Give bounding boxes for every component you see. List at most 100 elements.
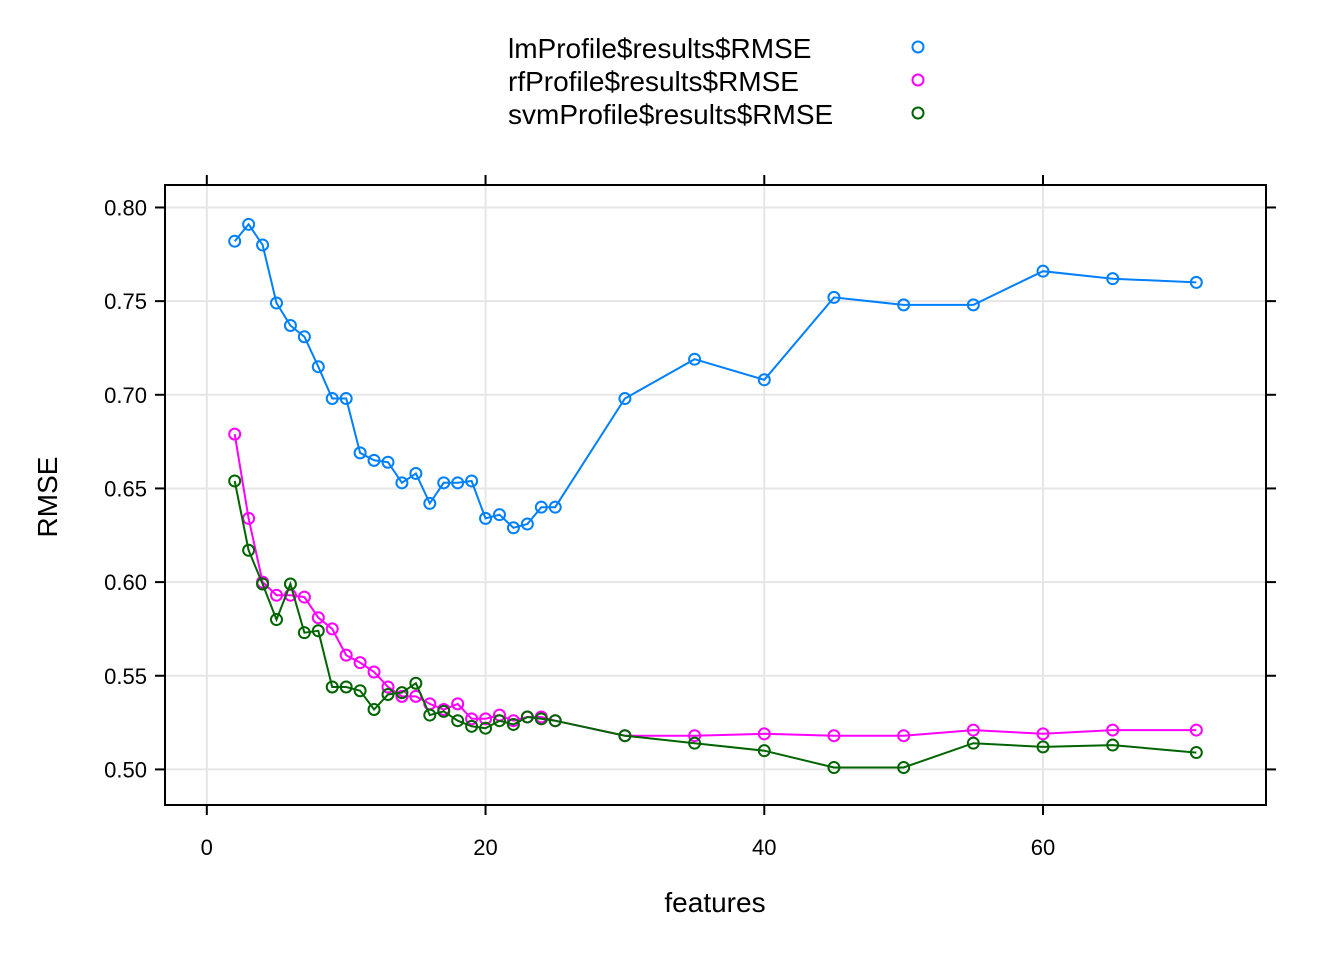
- data-point: [269, 613, 283, 627]
- data-point: [451, 714, 465, 728]
- data-point: [966, 723, 980, 737]
- data-point: [479, 511, 493, 525]
- data-point: [757, 727, 771, 741]
- data-point: [269, 296, 283, 310]
- data-point: [228, 474, 242, 488]
- data-point: [311, 360, 325, 374]
- data-point: [688, 729, 702, 743]
- data-point: [325, 392, 339, 406]
- data-point: [367, 453, 381, 467]
- data-point: [1189, 723, 1203, 737]
- y-tick-label: 0.80: [104, 195, 147, 220]
- legend-marker-1: [911, 40, 925, 54]
- data-point: [1106, 723, 1120, 737]
- data-point: [256, 238, 270, 252]
- x-tick-label: 60: [1031, 835, 1055, 860]
- x-axis-label: features: [664, 887, 765, 918]
- data-point: [353, 446, 367, 460]
- data-point: [283, 318, 297, 332]
- y-tick-label: 0.55: [104, 664, 147, 689]
- y-tick-label: 0.75: [104, 289, 147, 314]
- data-point: [966, 298, 980, 312]
- data-point: [1189, 275, 1203, 289]
- x-tick-label: 0: [201, 835, 213, 860]
- data-point: [688, 736, 702, 750]
- y-axis-label: RMSE: [32, 457, 63, 538]
- data-point: [242, 543, 256, 557]
- grid: [165, 185, 1266, 805]
- data-point: [897, 761, 911, 775]
- series-group: [228, 217, 1203, 775]
- data-point: [381, 680, 395, 694]
- data-point: [242, 217, 256, 231]
- data-point: [409, 676, 423, 690]
- data-point: [1036, 740, 1050, 754]
- data-point: [256, 577, 270, 591]
- legend: lmProfile$results$RMSErfProfile$results$…: [508, 33, 925, 130]
- data-point: [520, 517, 534, 531]
- data-point: [353, 656, 367, 670]
- data-point: [311, 624, 325, 638]
- y-tick-label: 0.70: [104, 383, 147, 408]
- series-line-2: [233, 433, 1197, 737]
- data-point: [367, 665, 381, 679]
- data-point: [618, 392, 632, 406]
- data-point: [409, 466, 423, 480]
- data-point: [297, 590, 311, 604]
- data-point: [353, 684, 367, 698]
- data-point: [548, 500, 562, 514]
- data-point: [423, 496, 437, 510]
- legend-label-2: rfProfile$results$RMSE: [508, 66, 799, 97]
- x-tick-label: 20: [473, 835, 497, 860]
- data-point: [1106, 272, 1120, 286]
- data-point: [325, 622, 339, 636]
- data-point: [1036, 264, 1050, 278]
- data-point: [1189, 746, 1203, 760]
- data-point: [423, 708, 437, 722]
- legend-label-3: svmProfile$results$RMSE: [508, 99, 833, 130]
- data-point: [757, 744, 771, 758]
- y-tick-label: 0.65: [104, 476, 147, 501]
- y-tick-label: 0.50: [104, 757, 147, 782]
- axis-ticks: 0 20 40 60 0.50 0.55 0.60 0.65 0.70 0.75 0.80: [104, 175, 1276, 860]
- data-point: [534, 712, 548, 726]
- data-point: [1106, 738, 1120, 752]
- data-point: [297, 626, 311, 640]
- data-point: [479, 712, 493, 726]
- data-point: [506, 521, 520, 535]
- legend-label-1: lmProfile$results$RMSE: [508, 33, 811, 64]
- data-point: [618, 729, 632, 743]
- data-point: [228, 234, 242, 248]
- data-point: [395, 686, 409, 700]
- data-point: [297, 330, 311, 344]
- data-point: [548, 714, 562, 728]
- data-point: [339, 392, 353, 406]
- data-point: [311, 611, 325, 625]
- data-point: [283, 577, 297, 591]
- data-point: [465, 712, 479, 726]
- data-point: [520, 710, 534, 724]
- data-point: [827, 729, 841, 743]
- legend-marker-3: [911, 106, 925, 120]
- series-line-1: [233, 222, 1197, 529]
- data-point: [437, 476, 451, 490]
- y-tick-label: 0.60: [104, 570, 147, 595]
- data-point: [451, 697, 465, 711]
- data-point: [827, 761, 841, 775]
- data-point: [757, 373, 771, 387]
- data-point: [325, 680, 339, 694]
- data-point: [688, 352, 702, 366]
- data-point: [966, 736, 980, 750]
- data-point: [479, 721, 493, 735]
- data-point: [381, 687, 395, 701]
- plot-frame: [164, 184, 1267, 806]
- data-point: [367, 702, 381, 716]
- data-point: [437, 704, 451, 718]
- data-point: [269, 588, 283, 602]
- legend-marker-2: [911, 73, 925, 87]
- data-point: [897, 729, 911, 743]
- data-point: [465, 474, 479, 488]
- data-point: [492, 508, 506, 522]
- x-tick-label: 40: [752, 835, 776, 860]
